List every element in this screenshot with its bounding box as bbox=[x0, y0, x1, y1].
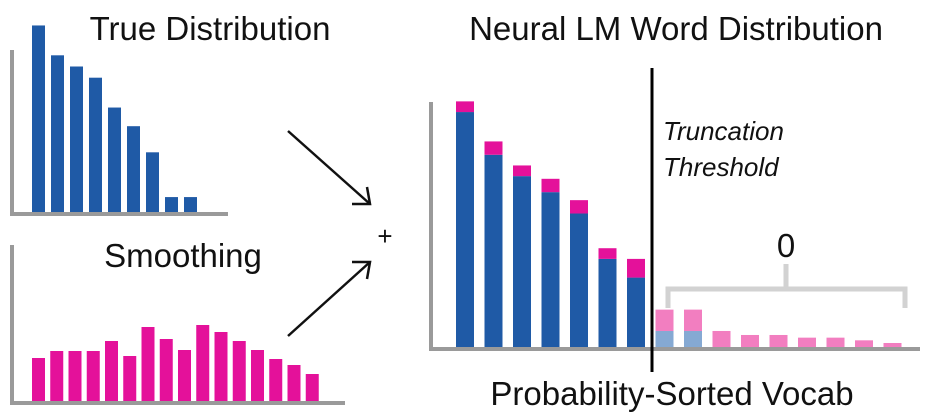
lm-base-bar bbox=[456, 112, 474, 347]
smoothing-bar bbox=[287, 365, 301, 401]
smoothing-bar bbox=[123, 356, 137, 401]
smoothing-bar bbox=[178, 350, 191, 401]
lm-truncated-base-bar bbox=[655, 330, 674, 347]
lm-smoothing-bar bbox=[484, 141, 503, 155]
smoothing-bar bbox=[32, 358, 45, 401]
lm-axis bbox=[429, 102, 920, 351]
true-distribution-bar bbox=[51, 55, 64, 212]
lm-truncated-smoothing-bar bbox=[769, 334, 788, 347]
true-distribution-axis bbox=[10, 50, 228, 216]
smoothing-bar bbox=[214, 332, 228, 401]
lm-truncated-smoothing-bar bbox=[655, 309, 674, 331]
smoothing-title: Smoothing bbox=[104, 237, 262, 274]
true-distribution-bar bbox=[127, 126, 140, 212]
lm-truncated-smoothing-bar bbox=[883, 342, 902, 347]
lm-truncated-smoothing-bar bbox=[684, 309, 702, 331]
true-distribution-bars bbox=[32, 25, 197, 213]
lm-base-bar bbox=[513, 176, 531, 347]
lm-base-bar bbox=[541, 192, 560, 347]
lm-base-bar bbox=[627, 277, 645, 347]
arrow-from-true-distribution bbox=[287, 130, 372, 206]
lm-truncated-smoothing-bar bbox=[826, 337, 845, 347]
true-distribution-bar bbox=[32, 25, 45, 213]
truncation-threshold-label-line1: Truncation bbox=[663, 116, 784, 146]
smoothing-axis bbox=[10, 245, 345, 405]
plus-sign: + bbox=[377, 221, 392, 251]
smoothing-bar bbox=[50, 351, 64, 401]
lm-bars bbox=[456, 101, 902, 347]
lm-truncated-base-bar bbox=[684, 330, 702, 347]
lm-truncated-smoothing-bar bbox=[741, 334, 759, 347]
truncation-threshold-label-line2: Threshold bbox=[663, 152, 780, 182]
smoothing-bar bbox=[269, 359, 283, 401]
true-distribution-bar bbox=[108, 107, 121, 212]
smoothing-bar bbox=[159, 339, 173, 401]
smoothing-bar bbox=[105, 341, 118, 401]
smoothing-bar bbox=[196, 325, 210, 401]
true-distribution-bar bbox=[70, 66, 83, 212]
lm-smoothing-bar bbox=[627, 258, 645, 278]
smoothing-bar bbox=[251, 350, 264, 401]
lm-smoothing-bar bbox=[541, 178, 560, 193]
true-distribution-bar bbox=[89, 77, 102, 212]
lm-smoothing-bar bbox=[513, 165, 531, 177]
truncation-threshold-label: Truncation Threshold bbox=[663, 116, 791, 182]
lm-truncated-smoothing-bar bbox=[712, 330, 731, 347]
true-distribution-bar bbox=[165, 197, 178, 212]
true-distribution-bar bbox=[184, 197, 197, 212]
truncated-region-bracket bbox=[665, 264, 908, 308]
arrow-from-smoothing bbox=[287, 260, 372, 337]
smoothing-bar bbox=[141, 327, 155, 401]
lm-xaxis-label: Probability-Sorted Vocab bbox=[490, 375, 853, 412]
lm-smoothing-bar bbox=[598, 248, 617, 259]
true-distribution-bar bbox=[146, 152, 159, 212]
smoothing-bars bbox=[32, 325, 319, 401]
smoothing-bar bbox=[232, 341, 246, 401]
lm-truncated-smoothing-bar bbox=[798, 337, 816, 347]
zero-label: 0 bbox=[777, 227, 795, 264]
smoothing-bar bbox=[305, 374, 319, 401]
lm-truncated-smoothing-bar bbox=[855, 340, 873, 347]
true-distribution-title: True Distribution bbox=[90, 10, 331, 47]
lm-smoothing-bar bbox=[570, 200, 588, 214]
lm-base-bar bbox=[598, 258, 617, 347]
smoothing-bar bbox=[86, 351, 100, 401]
lm-base-bar bbox=[570, 213, 588, 347]
smoothing-bar bbox=[68, 351, 82, 401]
lm-base-bar bbox=[484, 154, 503, 347]
lm-smoothing-bar bbox=[456, 101, 474, 113]
lm-distribution-title: Neural LM Word Distribution bbox=[469, 10, 883, 47]
